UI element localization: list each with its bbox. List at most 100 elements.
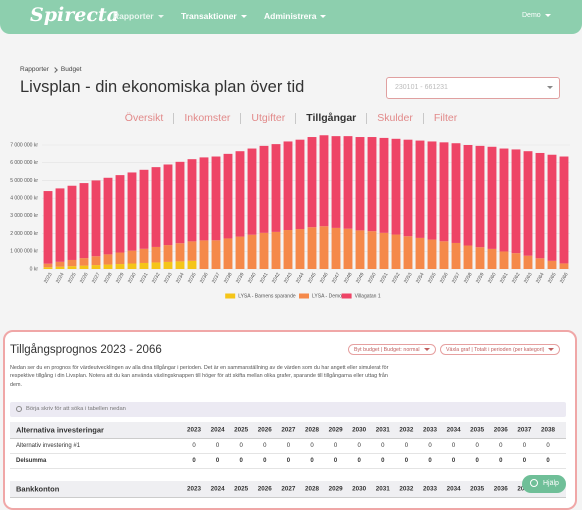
- bar-segment: [163, 164, 173, 246]
- bar-segment: [523, 151, 533, 256]
- bar-segment: [439, 142, 449, 242]
- cell-value: 0: [522, 443, 527, 449]
- cell-value: 0: [451, 443, 456, 449]
- x-tick-label: 2034: [175, 272, 186, 285]
- x-tick-label: 2038: [223, 272, 234, 285]
- menu-item[interactable]: Administrera: [264, 11, 326, 21]
- breadcrumb: Rapporter Budget: [20, 66, 82, 73]
- x-tick-label: 2027: [91, 272, 102, 285]
- x-tick-label: 2057: [451, 272, 462, 285]
- bar-segment: [559, 263, 569, 269]
- year-header: 2028: [304, 485, 320, 493]
- y-tick-label: 6 000 000 kr: [10, 160, 38, 166]
- bar-segment: [451, 143, 461, 243]
- budget-button[interactable]: Byt budget | Budget: normal: [348, 344, 436, 355]
- breadcrumb-item[interactable]: Budget: [60, 66, 82, 73]
- y-tick-label: 0 kr: [30, 266, 39, 272]
- x-tick-label: 2040: [247, 272, 258, 285]
- bar-segment: [439, 241, 449, 269]
- bar-segment: [139, 169, 149, 249]
- bar-segment: [103, 177, 113, 255]
- x-tick-label: 2063: [523, 272, 534, 285]
- bar-segment: [463, 245, 473, 269]
- bar-segment: [427, 141, 437, 240]
- bar-segment: [55, 261, 65, 267]
- x-tick-label: 2045: [307, 272, 318, 285]
- x-tick-label: 2036: [199, 272, 210, 285]
- bar-segment: [187, 241, 197, 261]
- x-tick-label: 2064: [535, 272, 546, 285]
- year-header: 2028: [304, 426, 320, 434]
- bar-segment: [259, 232, 269, 269]
- search-input[interactable]: Börja skriv för att söka i tabellen neda…: [10, 402, 566, 417]
- cell-value: 0: [357, 443, 361, 449]
- graph-button[interactable]: Växla graf | Totalt i perioden (per kate…: [440, 344, 561, 355]
- bar-segment: [283, 141, 293, 231]
- cell-value: 0: [310, 443, 314, 449]
- bar-segment: [547, 260, 557, 269]
- bar-segment: [283, 230, 293, 269]
- tab[interactable]: Skulder: [366, 113, 423, 124]
- year-header: 2027: [281, 426, 296, 434]
- bar-segment: [415, 237, 425, 269]
- bar-segment: [163, 245, 173, 262]
- bar-segment: [127, 250, 137, 264]
- breadcrumb-item[interactable]: Rapporter: [20, 66, 49, 73]
- row-label: Alternativ investering #1: [16, 443, 81, 449]
- logo[interactable]: Spirecta: [30, 4, 119, 26]
- year-header: 2036: [493, 426, 508, 434]
- year-header: 2029: [328, 485, 343, 493]
- bar-segment: [91, 265, 101, 269]
- bar-segment: [319, 135, 329, 227]
- row-label: Delsumma: [16, 458, 47, 464]
- bar-segment: [115, 264, 125, 269]
- year-header: 2034: [446, 426, 461, 434]
- y-tick-label: 4 000 000 kr: [10, 195, 38, 201]
- bar-segment: [367, 231, 377, 269]
- x-tick-label: 2037: [211, 272, 222, 285]
- tab[interactable]: Filter: [422, 113, 467, 124]
- year-header: 2025: [234, 426, 249, 434]
- tab[interactable]: Tillgångar: [295, 113, 366, 124]
- year-header: 2023: [186, 426, 202, 434]
- bar-segment: [307, 137, 317, 228]
- year-header: 2030: [352, 426, 367, 434]
- help-button[interactable]: Hjälp: [522, 475, 566, 493]
- bar-segment: [427, 239, 437, 269]
- x-tick-label: 2031: [139, 272, 150, 285]
- menu-item[interactable]: Transaktioner: [181, 11, 247, 21]
- bar-segment: [223, 238, 233, 269]
- user-menu[interactable]: Demo: [522, 12, 551, 19]
- year-header: 2031: [375, 485, 390, 493]
- cell-value: 0: [239, 458, 243, 464]
- x-tick-label: 2035: [187, 272, 198, 285]
- bar-segment: [139, 248, 149, 263]
- x-tick-label: 2065: [547, 272, 558, 285]
- bar-segment: [199, 240, 209, 269]
- year-header: 2037: [517, 426, 532, 434]
- year-header: 2029: [328, 426, 343, 434]
- bar-segment: [55, 266, 65, 269]
- period-select[interactable]: 230101 - 661231: [386, 77, 560, 99]
- menu-item[interactable]: Rapporter: [113, 11, 164, 21]
- cell-value: 0: [451, 458, 456, 464]
- tab[interactable]: Inkomster: [173, 113, 240, 124]
- table-row: Alternativ investering #1 0 0 0 0 0 0 0 0 0 0 0 0 0 0 0…: [10, 439, 566, 454]
- x-tick-label: 2023: [43, 272, 54, 285]
- bar-segment: [175, 161, 185, 244]
- x-tick-label: 2028: [103, 272, 114, 285]
- x-tick-label: 2039: [235, 272, 246, 285]
- cell-value: 0: [286, 458, 291, 464]
- tab[interactable]: Översikt: [124, 112, 164, 124]
- bar-segment: [391, 234, 401, 269]
- tab[interactable]: Utgifter: [240, 113, 295, 124]
- year-header: 2036: [493, 485, 508, 493]
- chart: 0 kr 1 000 000 kr 2 000 000 kr 3 000 000 kr…: [10, 135, 570, 299]
- bar-segment: [187, 260, 197, 269]
- bar-segment: [115, 175, 125, 253]
- x-tick-label: 2055: [427, 272, 438, 285]
- bar-segment: [91, 180, 101, 257]
- bar-segment: [247, 148, 257, 235]
- bar-segment: [175, 261, 185, 269]
- x-tick-label: 2048: [343, 272, 354, 285]
